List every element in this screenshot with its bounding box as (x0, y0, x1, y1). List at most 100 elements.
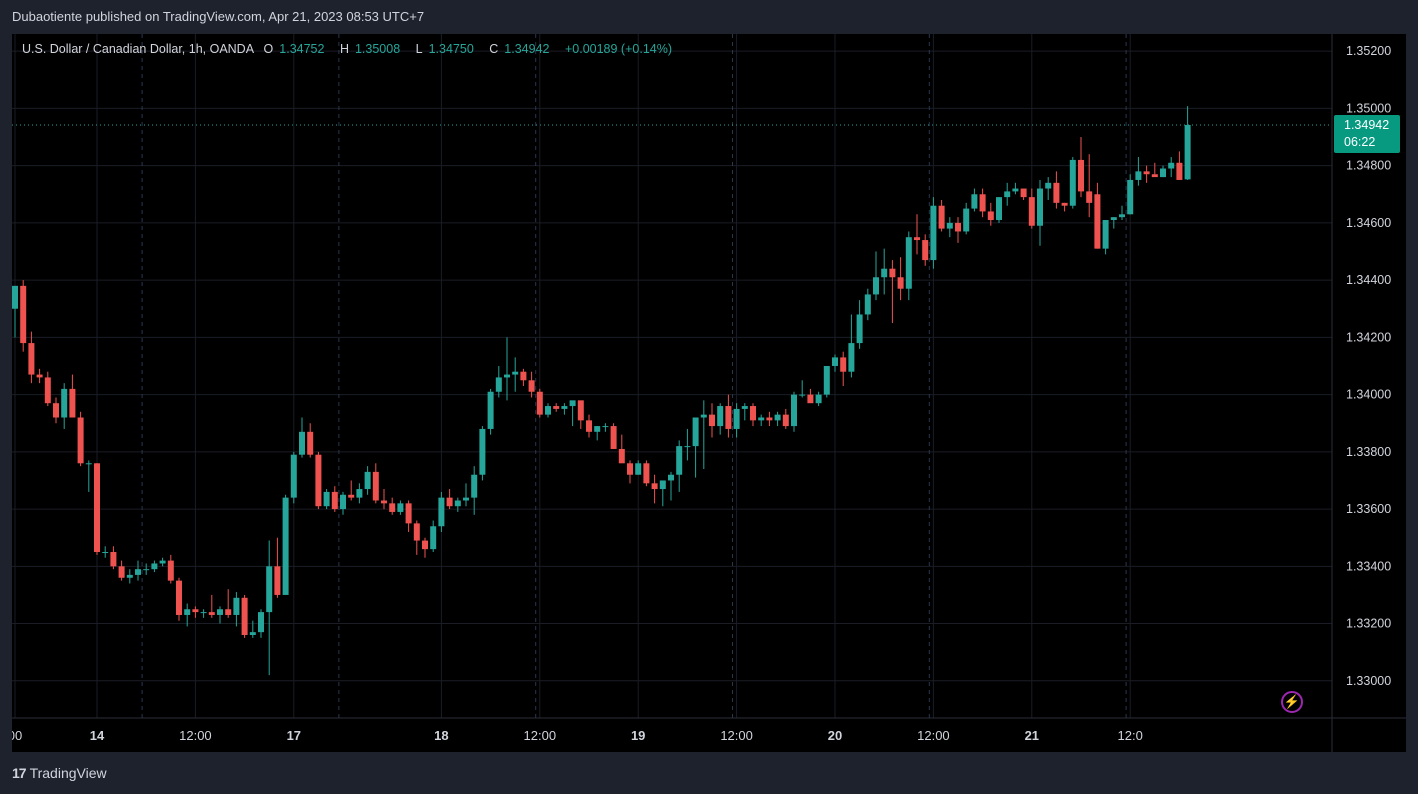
candle-body (848, 343, 855, 372)
candle-body (1151, 174, 1158, 178)
candle-body (1143, 171, 1150, 175)
candle-body (536, 391, 543, 415)
candle-body (53, 403, 59, 418)
candle-body (1037, 188, 1043, 226)
candle-body (282, 497, 289, 595)
candle-body (266, 566, 273, 613)
candle-body (28, 343, 35, 375)
candle-body (799, 394, 806, 396)
candle-body (856, 314, 863, 344)
candle-body (758, 417, 765, 421)
candle-body (1135, 171, 1142, 180)
y-tick-label: 1.33600 (1346, 502, 1391, 516)
candle-body (545, 406, 551, 415)
candle-body (1020, 188, 1027, 198)
candle-body (725, 406, 732, 429)
candle-body (110, 552, 117, 567)
candle-body (143, 569, 150, 571)
close-label: C (489, 42, 499, 56)
candle-body (331, 491, 338, 510)
y-tick-label: 1.35000 (1346, 101, 1391, 115)
candle-body (471, 474, 478, 498)
candle-body (602, 426, 609, 428)
x-tick-label: 12:0 (1118, 728, 1143, 743)
candle-body (782, 414, 789, 427)
high-label: H (339, 42, 349, 56)
candle-body (1119, 214, 1125, 218)
last-price-tag (1334, 115, 1400, 154)
candle-body (553, 406, 560, 409)
last-price-countdown: 06:22 (1344, 135, 1375, 149)
candle-body (528, 380, 535, 392)
x-tick-label: 21 (1025, 728, 1039, 743)
candle-body (864, 294, 871, 315)
candle-body (495, 377, 502, 392)
candle-body (987, 211, 994, 221)
candle-body (184, 609, 191, 615)
candle-body (315, 454, 322, 507)
candle-body (914, 237, 920, 241)
candle-body (586, 420, 592, 432)
high-value: 1.35008 (354, 42, 401, 56)
candle-body (135, 569, 141, 575)
candle-body (700, 414, 707, 418)
candle-body (594, 426, 601, 432)
candle-body (651, 483, 658, 490)
candle-body (504, 374, 510, 378)
candle-body (766, 417, 773, 421)
candle-body (897, 277, 904, 289)
y-tick-label: 1.35200 (1346, 44, 1391, 58)
candle-body (372, 471, 379, 501)
chart-area[interactable]: 1.35200 1.35000 1.34800 1.34600 1.34400 1.342… (12, 34, 1406, 752)
x-tick-label: 18 (434, 728, 448, 743)
candle-body (323, 491, 330, 507)
candle-body (774, 414, 781, 421)
candle-body (126, 574, 133, 578)
candle-body (569, 400, 576, 407)
candle-body (413, 523, 420, 541)
candle-body (684, 446, 691, 448)
candle-body (241, 597, 248, 636)
tradingview-logo[interactable]: 17 TradingView (12, 765, 107, 781)
x-tick-label: 19 (631, 728, 645, 743)
x-tick-label: 12:00 (917, 728, 950, 743)
candle-body (61, 388, 68, 418)
candlestick-chart[interactable]: 1.35200 1.35000 1.34800 1.34600 1.34400 1.342… (12, 34, 1406, 752)
y-tick-label: 1.34200 (1346, 330, 1391, 344)
candle-body (750, 406, 756, 421)
candle-body (69, 388, 76, 418)
brand-name: TradingView (29, 765, 107, 781)
candle-body (381, 500, 387, 504)
candle-body (102, 552, 109, 554)
candle-body (151, 563, 158, 570)
candle-body (668, 474, 674, 481)
candle-body (430, 526, 437, 550)
candle-body (561, 406, 568, 409)
x-tick-label: 12:00 (524, 728, 557, 743)
candle-body (889, 268, 896, 278)
candle-body (290, 454, 297, 498)
candle-body (340, 494, 346, 510)
x-tick-label: 14 (90, 728, 105, 743)
candle-body (397, 503, 404, 512)
candle-body (307, 431, 314, 455)
footer: 17 TradingView (0, 752, 1418, 794)
x-tick-label: 20 (828, 728, 842, 743)
y-tick-label: 1.33200 (1346, 617, 1391, 631)
candle-body (348, 494, 355, 498)
publish-header: Dubaotiente published on TradingView.com… (0, 0, 1418, 34)
close-value: 1.34942 (504, 42, 550, 56)
candle-body (733, 408, 740, 429)
candle-body (176, 580, 182, 615)
candle-body (364, 471, 371, 490)
x-tick-label: 12:00 (720, 728, 753, 743)
candle-body (627, 463, 633, 475)
lightning-icon[interactable]: ⚡ (1281, 691, 1303, 713)
candle-body (938, 205, 945, 229)
candle-body (77, 417, 84, 464)
candle-body (955, 222, 961, 232)
candle-body (1053, 182, 1060, 203)
candle-body (881, 268, 888, 278)
candle-body (1160, 168, 1166, 178)
candle-body (274, 566, 281, 595)
